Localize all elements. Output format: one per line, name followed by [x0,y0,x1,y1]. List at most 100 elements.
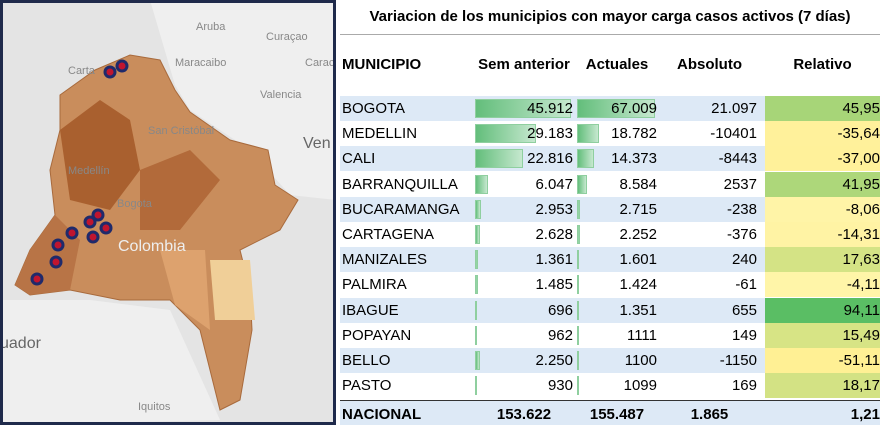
table-cell: 2.250 [535,352,573,369]
table-cell: -8,06 [845,200,880,218]
table-cell: PALMIRA [342,276,407,294]
table-cell: 94,11 [843,301,880,319]
table-cell: 29.183 [527,125,573,143]
table-cell: 21.097 [711,100,757,117]
table-cell: PASTO [342,377,392,395]
table-cell: 1100 [624,352,657,369]
relative-bg [765,171,880,197]
table-cell: IBAGUE [342,301,399,319]
table-cell: -4,11 [846,276,880,294]
relative-bg [765,222,880,247]
data-bar [577,250,579,270]
table-cell: 18,17 [842,377,880,395]
relative-bg [765,373,880,399]
table-cell: -14,31 [837,226,880,243]
marker [83,215,97,229]
table-row: PALMIRA 1.485 1.424 -61 -4,11 [340,272,880,298]
table-cell: CALI [342,150,376,168]
data-bar [475,225,481,244]
map-label: Iquitos [138,401,171,413]
relative-bg [765,121,880,147]
table-cell: 169 [731,377,757,395]
table-cell: 6.047 [535,175,573,193]
total-cell: 155.487 [589,406,645,424]
table-title: Variacion de los municipios con mayor ca… [340,0,880,35]
total-cell: 1.865 [690,406,729,424]
table-cell: 240 [731,251,757,269]
relative-bg [765,96,880,121]
table-row: CARTAGENA 2.628 2.252 -376 -14,31 [340,222,880,247]
table-cell: -1150 [719,352,757,369]
data-bar [475,174,488,194]
map: Aruba Curaçao Carta Maracaibo Caraca Val… [0,0,336,425]
total-cell: NACIONAL [342,406,422,424]
marker [86,230,100,244]
column-header: Actuales [585,56,649,73]
data-bar [475,124,537,144]
table-cell: -37,00 [837,150,880,168]
relative-bg [765,322,880,348]
table-cell: 1.351 [619,301,657,319]
table-cell: -61 [735,276,757,294]
data-bar [577,199,581,219]
marker [115,59,129,73]
table-cell: 1.361 [535,251,573,269]
map-label: Valencia [260,89,302,101]
table-cell: -376 [726,226,757,243]
marker [103,65,117,79]
table-cell: BARRANQUILLA [342,175,458,193]
marker [30,272,44,286]
total-cell: 153.622 [496,406,552,424]
relative-bg [765,247,880,273]
region [160,250,210,330]
table-row: MEDELLIN 29.183 18.782 -10401 -35,64 [340,121,880,147]
table-cell: BUCARAMANGA [342,200,460,218]
table-cell: 22.816 [527,150,573,168]
map-label: uador [0,335,42,352]
table-cell: 930 [547,377,573,395]
relative-bg [765,272,880,298]
table: Variacion de los municipios con mayor ca… [340,0,880,425]
table-row: IBAGUE 696 1.351 655 94,11 [340,297,880,323]
column-header: MUNICIPIO [342,56,422,73]
table-cell: 15,49 [842,326,880,344]
table-cell: 17,63 [842,251,880,269]
marker [49,255,63,269]
relative-bg [765,348,880,373]
data-bar [577,351,579,370]
map-label: Aruba [196,21,226,33]
data-bar [475,250,478,270]
marker [91,208,105,222]
column-header: Relativo [793,56,852,73]
data-bar [475,99,571,118]
data-bar [577,99,655,118]
table-cell: 655 [731,301,757,319]
region [60,100,140,210]
map-label: Carta [68,65,96,77]
table-cell: 2.252 [619,226,657,243]
data-bar [577,300,579,320]
table-cell: POPAYAN [342,326,412,344]
table-cell: 41,95 [842,175,880,193]
region [15,215,80,295]
table-row: BARRANQUILLA 6.047 8.584 2537 41,95 [340,171,880,197]
relative-bg [765,146,880,172]
relative-bg [765,297,880,323]
data-bar [577,325,579,345]
table-cell: -51,11 [838,352,880,369]
map-label: Colombia [118,238,186,255]
table-cell: 45.912 [527,100,573,117]
data-bar [577,275,579,295]
table-cell: 962 [547,326,573,344]
region [140,150,220,230]
table-cell: MEDELLIN [342,125,418,143]
table-cell: 149 [731,326,757,344]
table-cell: 2.715 [619,200,657,218]
map-border [0,0,336,425]
data-bar [577,225,580,244]
table-cell: 1.601 [619,251,657,269]
table-cell: BELLO [342,352,391,369]
table-cell: 1.485 [535,276,573,294]
map-label: Medellín [68,165,110,177]
data-bar [475,275,479,295]
